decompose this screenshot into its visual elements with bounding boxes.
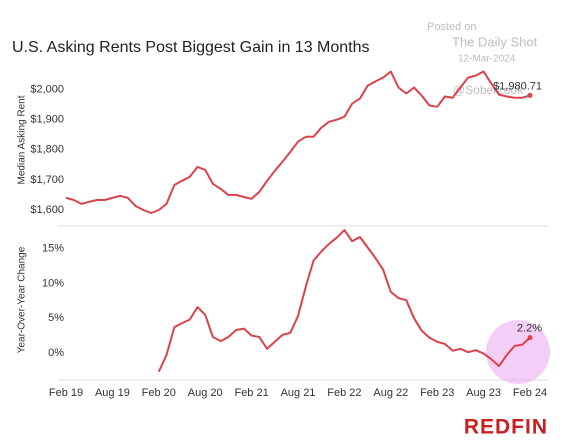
x-tick-label: Feb 24 (513, 387, 547, 399)
watermark: Posted on (427, 21, 477, 33)
watermark: @SoberLook (453, 83, 524, 97)
x-tick-label: Aug 22 (373, 387, 408, 399)
watermark: 12-Mar-2024 (458, 54, 516, 65)
watermark: The Daily Shot (452, 34, 538, 49)
y-axis-title: Year-Over-Year Change (17, 246, 28, 353)
x-tick-label: Aug 20 (188, 387, 223, 399)
x-tick-label: Feb 19 (49, 387, 83, 399)
chart-title: U.S. Asking Rents Post Biggest Gain in 1… (12, 39, 370, 56)
y-tick-label: $1,600 (30, 204, 64, 216)
y-tick-label: 5% (48, 312, 64, 324)
end-marker (527, 335, 533, 341)
y-tick-label: 10% (42, 277, 64, 289)
line (65, 70, 531, 214)
x-tick-label: Aug 23 (466, 387, 501, 399)
y-tick-label: 0% (48, 347, 64, 359)
end-marker (527, 92, 533, 98)
x-tick-label: Feb 21 (234, 387, 268, 399)
y-tick-label: $1,900 (30, 114, 64, 126)
x-tick-label: Aug 19 (95, 387, 130, 399)
data-label: 2.2% (517, 323, 542, 335)
y-axis-title: Median Asking Rent (17, 95, 28, 184)
x-tick-label: Feb 20 (142, 387, 176, 399)
y-tick-label: 15% (42, 243, 64, 255)
x-tick-label: Feb 23 (420, 387, 454, 399)
y-tick-label: $1,700 (30, 174, 64, 186)
y-tick-label: $2,000 (30, 84, 64, 96)
x-tick-label: Aug 21 (281, 387, 316, 399)
x-tick-label: Feb 22 (327, 387, 361, 399)
logo: REDFIN (464, 416, 548, 439)
highlight (486, 320, 550, 384)
data-label: $1,980.71 (493, 80, 542, 92)
line (157, 229, 531, 373)
y-tick-label: $1,800 (30, 144, 64, 156)
